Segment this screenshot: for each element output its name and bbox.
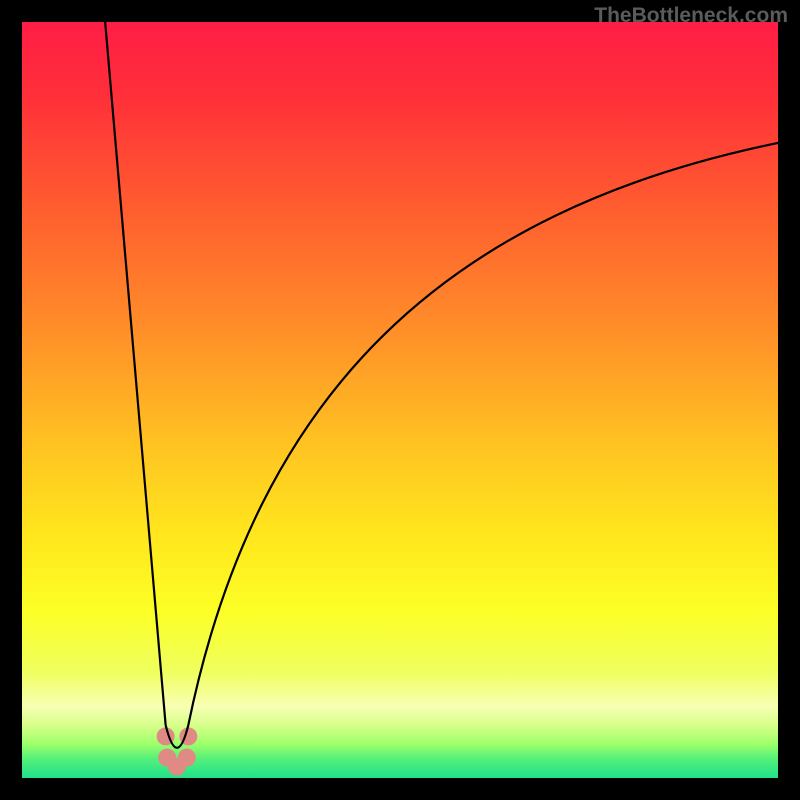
bottleneck-chart — [0, 0, 800, 800]
watermark-text: TheBottleneck.com — [594, 4, 788, 28]
chart-frame: TheBottleneck.com — [0, 0, 800, 800]
dip-marker — [178, 749, 196, 767]
plot-background — [22, 22, 778, 778]
